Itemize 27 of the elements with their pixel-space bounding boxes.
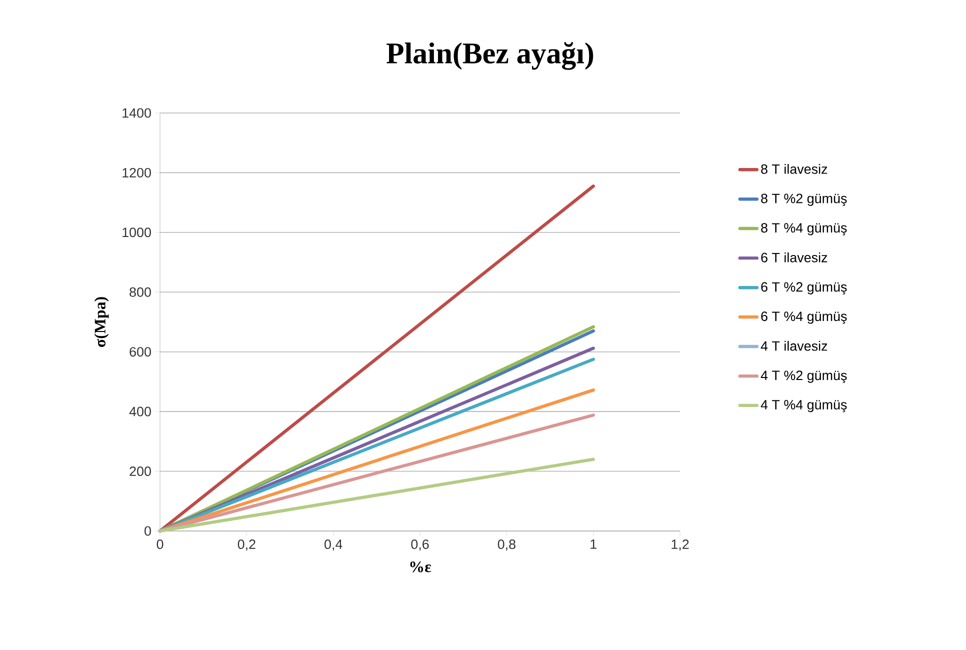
chart-title: Plain(Bez ayağı) xyxy=(386,42,594,70)
y-tick-label: 0 xyxy=(144,526,151,536)
legend-label: 6 T %2 gümüş xyxy=(761,282,847,294)
y-tick-label: 200 xyxy=(130,466,151,476)
x-tick-label: 0,6 xyxy=(411,540,429,551)
x-tick-label: 1 xyxy=(590,540,596,549)
y-tick-label: 800 xyxy=(130,287,151,297)
x-tick-label: 1,2 xyxy=(672,540,689,551)
y-tick-label: 1400 xyxy=(122,108,151,118)
y-tick-label: 1200 xyxy=(122,168,151,178)
y-tick-label: 1000 xyxy=(122,228,151,238)
legend-label: 4 T %2 gümüş xyxy=(760,370,847,383)
y-tick-label: 400 xyxy=(129,406,151,416)
legend-label: 4 T %4 gümüş xyxy=(760,400,847,412)
legend-label: 6 T ilavesiz xyxy=(761,252,828,262)
x-tick-label: 0 xyxy=(156,540,164,550)
y-tick-label: 600 xyxy=(130,347,151,357)
x-tick-label: 0,2 xyxy=(238,540,256,551)
x-tick-label: 0,4 xyxy=(324,540,342,551)
legend-label: 8 T %4 gümüş xyxy=(761,223,847,236)
legend-label: 8 T %2 gümüş xyxy=(761,194,847,206)
x-axis-title: %ε xyxy=(410,561,432,572)
legend-label: 4 T ilavesiz xyxy=(760,340,828,351)
legend-label: 8 T ilavesiz xyxy=(761,164,828,174)
x-tick-label: 0,8 xyxy=(498,540,516,551)
y-axis-title: σ(Mpa) xyxy=(94,297,109,347)
legend-label: 6 T %4 gümüş xyxy=(761,312,847,324)
